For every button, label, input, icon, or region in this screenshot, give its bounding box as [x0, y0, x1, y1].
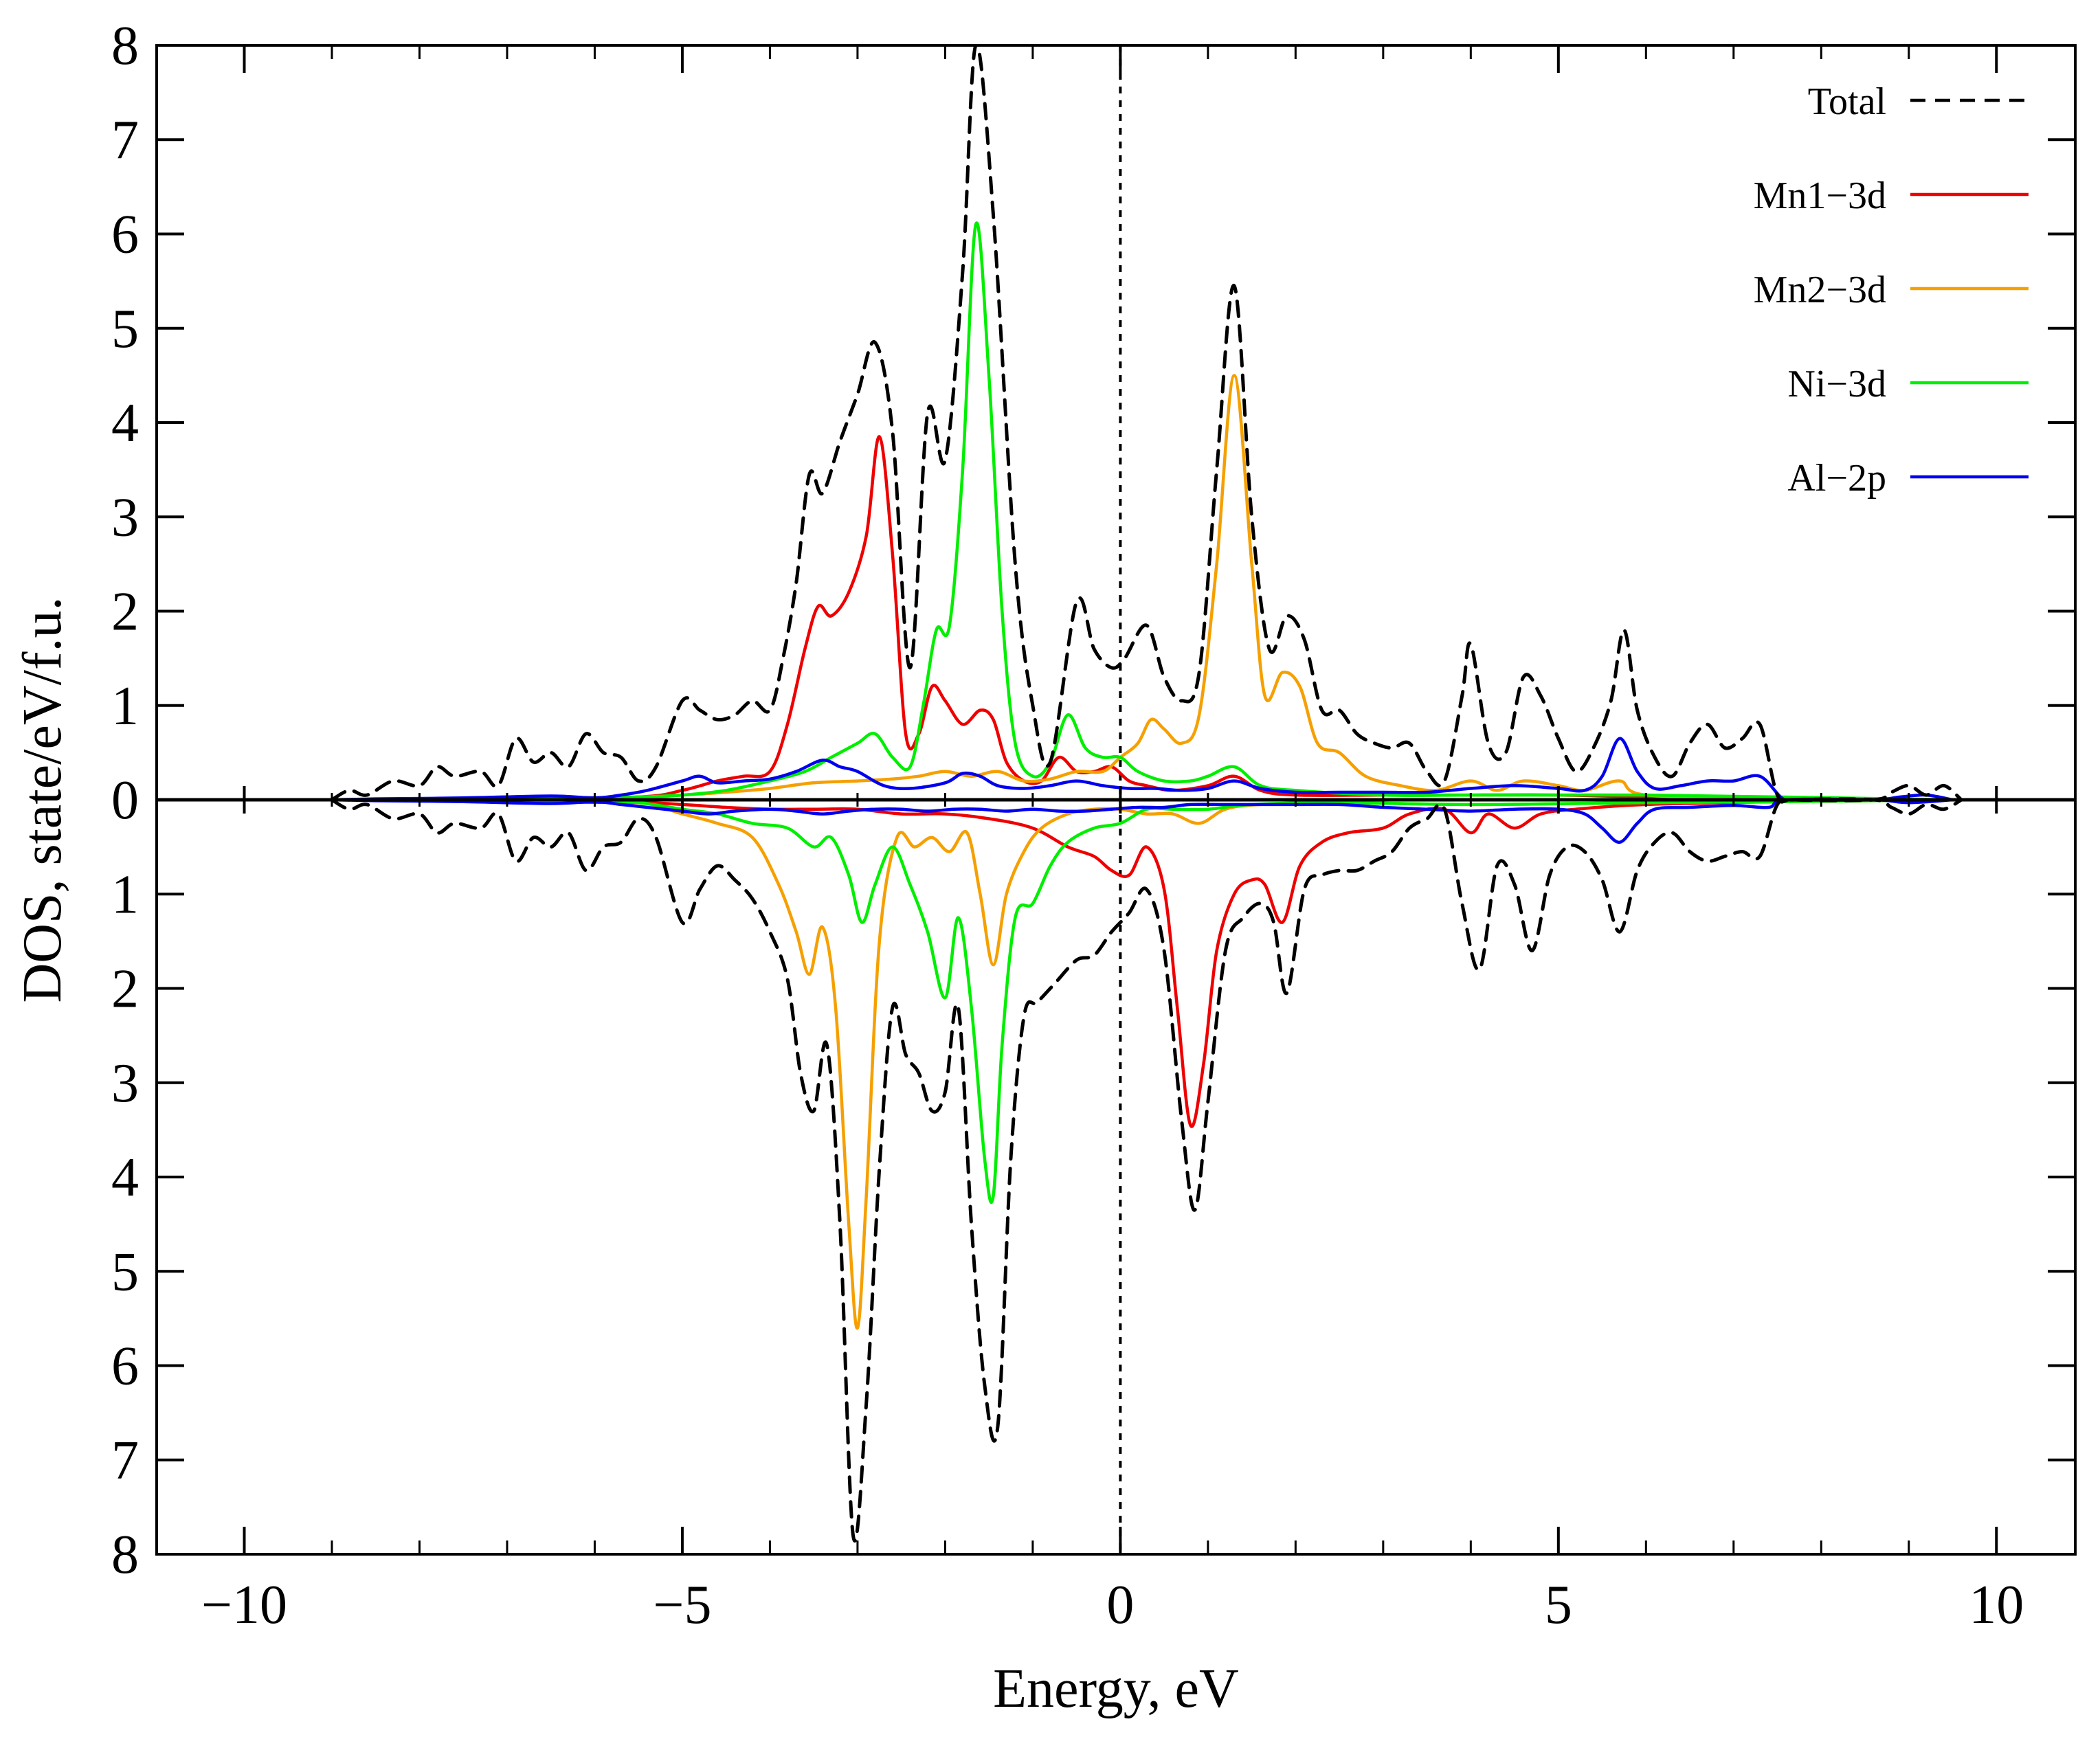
series-ni-3d-spin-up — [330, 221, 1954, 802]
y-axis-title: DOS, state/eV/f.u. — [12, 596, 73, 1002]
y-tick-label: 7 — [111, 110, 139, 170]
y-tick-label: 6 — [111, 205, 139, 265]
x-tick-label: −10 — [201, 1575, 287, 1635]
x-axis-title: Energy, eV — [993, 1659, 1239, 1719]
y-tick-label: 5 — [111, 299, 139, 359]
y-tick-label: 1 — [111, 676, 139, 737]
y-tick-label: 1 — [111, 864, 139, 925]
y-tick-label: 2 — [111, 959, 139, 1020]
series-mn1-3d-spin-down — [330, 798, 1954, 1128]
y-tick-label: 2 — [111, 582, 139, 642]
y-tick-label: 3 — [111, 1053, 139, 1114]
y-tick-label: 3 — [111, 487, 139, 548]
y-tick-label: 5 — [111, 1242, 139, 1302]
legend: Total Mn1−3d Mn2−3d Ni−3d Al−2p — [1754, 80, 2029, 500]
y-tick-label: 7 — [111, 1431, 139, 1491]
x-tick-label: 5 — [1545, 1575, 1572, 1635]
x-tick-label: 10 — [1969, 1575, 2024, 1635]
y-tick-label: 6 — [111, 1336, 139, 1397]
x-tick-label: −5 — [653, 1575, 711, 1635]
y-tick-label: 4 — [111, 1147, 139, 1208]
y-tick-label: 8 — [111, 16, 139, 76]
series-layer — [330, 45, 1963, 1554]
y-tick-label: 0 — [111, 770, 139, 831]
legend-label-total: Total — [1808, 80, 1886, 123]
y-tick-label: 4 — [111, 393, 139, 453]
x-tick-label: 0 — [1106, 1575, 1134, 1635]
series-al-2p-spin-down — [330, 797, 1954, 844]
series-total-spin-up — [330, 45, 1963, 804]
series-al-2p-spin-up — [330, 737, 1954, 802]
series-ni-3d-spin-down — [330, 798, 1954, 1204]
legend-label-al-2p: Al−2p — [1787, 457, 1886, 500]
legend-label-ni-3d: Ni−3d — [1787, 363, 1886, 405]
series-total-spin-down — [330, 797, 1963, 1543]
y-tick-label: 8 — [111, 1525, 139, 1585]
legend-label-mn1-3d: Mn1−3d — [1754, 175, 1886, 217]
legend-label-mn2-3d: Mn2−3d — [1754, 269, 1886, 311]
